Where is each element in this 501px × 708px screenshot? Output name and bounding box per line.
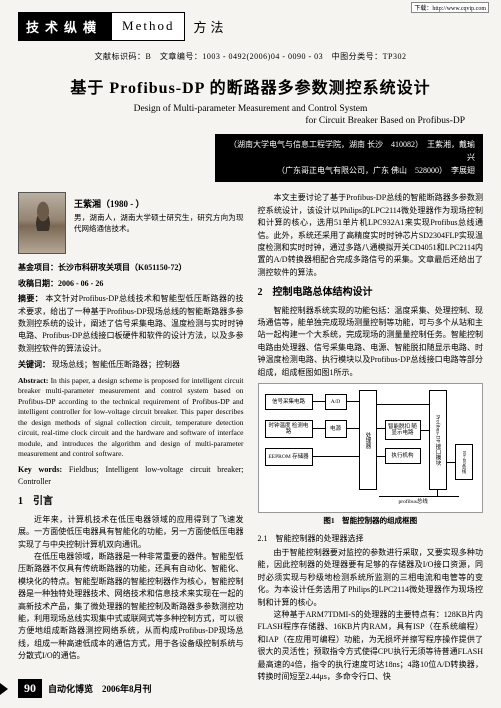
label-profibus-bus: profibus总线 — [399, 498, 428, 507]
author-bio-row: 王紫湘（1980 - ） 男，湖南人，湖南大学硕士研究生，研究方向为现代网络通信… — [18, 192, 244, 254]
kw-cn-label: 关键词： — [18, 360, 50, 369]
box-actuator: 执行机构 — [385, 448, 421, 464]
abs-en-label: Abstract: — [18, 376, 48, 385]
box-profibus-if: Profibus-DP 接口模块 — [429, 390, 447, 490]
box-signal: 信号采集电路 — [265, 394, 313, 410]
left-column: 王紫湘（1980 - ） 男，湖南人，湖南大学硕士研究生，研究方向为现代网络通信… — [18, 192, 244, 683]
right-column: 本文主要讨论了基于Profibus-DP总线的智能断路器多参数测控系统设计，该设… — [258, 192, 484, 683]
band-white: Method — [112, 12, 185, 41]
kw-en-label: Key words: — [18, 465, 62, 474]
box-eeprom: EEPROM 存储器 — [265, 448, 313, 466]
band-black: 技术纵横 — [18, 12, 112, 41]
author-portrait — [18, 192, 66, 254]
right-p2: 智能控制器系统实现的功能包括：温度采集、处理控制、现场通信等，能单独完成现场测量… — [258, 305, 484, 379]
band-plain: 方法 — [185, 12, 235, 41]
section-2-title: 2 控制电路总体结构设计 — [258, 285, 484, 301]
sec1-num: 1 — [18, 496, 23, 507]
affil-line-1: （湖南大学电气与信息工程学院，湖南 长沙 410082） 王紫湘，戴瑜兴 — [223, 139, 475, 165]
box-trip-display: 智能脱扣 随显示电路 — [385, 420, 421, 440]
section-1-title: 1 引言 — [18, 494, 244, 510]
two-column-body: 王紫湘（1980 - ） 男，湖南人，湖南大学硕士研究生，研究方向为现代网络通信… — [18, 192, 483, 683]
title-cn: 基于 Profibus-DP 的断路器多参数测控系统设计 — [18, 74, 483, 98]
sec2-num: 2 — [258, 287, 263, 298]
figure-1-caption: 图1 智能控制器的组成框图 — [258, 515, 484, 527]
abs-en-text: In this paper, a design scheme is propos… — [18, 376, 244, 459]
box-clock-temp: 时钟温度 检测电路 — [265, 420, 313, 438]
keywords-en: Key words: Fieldbus; Intelligent low-vol… — [18, 464, 244, 489]
right-p3: 由于智能控制器要对监控的参数进行采取，又要实现多种功能，因此控制器的处理器要有足… — [258, 547, 484, 609]
subsection-2-1: 2.1 智能控制器的处理器选择 — [258, 533, 484, 545]
box-cpu: 处理器 — [359, 390, 377, 490]
fund-line: 基金项目：长沙市科研攻关项目（K051150-72） — [18, 262, 244, 274]
affil-line-2: （广东哥正电气有限公司，广东 佛山 528000） 李展翅 — [223, 165, 475, 178]
title-en-1: Design of Multi-parameter Measurement an… — [18, 104, 483, 114]
recv-text: 收稿日期：2006 - 06 - 26 — [18, 279, 103, 288]
right-p4: 这种基于ARM7TDMI-S的处理器的主要特点有：128KB片内FLASH程序存… — [258, 609, 484, 683]
top-url: 下载：http://www.cqvip.com — [411, 2, 489, 13]
sec2-title: 控制电路总体结构设计 — [273, 287, 373, 298]
title-en-2: for Circuit Breaker Based on Profibus-DP — [18, 116, 483, 126]
figure-1-diagram: 信号采集电路 A/D 处理器 Profibus-DP 接口模块 时钟温度 检测电… — [258, 383, 484, 513]
fund-text: 基金项目：长沙市科研攻关项目（K051150-72） — [18, 263, 186, 272]
page-number: 90 — [18, 679, 42, 698]
bio-text: 男，湖南人，湖南大学硕士研究生，研究方向为现代网络通信技术。 — [74, 212, 244, 235]
box-power: 电源 — [325, 420, 347, 438]
intro-p2: 在低压电器领域，断路器是一种非常重要的器件。智能型低压断路器不仅具有传统断路器的… — [18, 551, 244, 663]
footer-text: 自动化博览 2006年8月刊 — [48, 682, 152, 695]
footer-triangle-icon — [0, 683, 8, 695]
sec1-title: 引言 — [33, 496, 53, 507]
box-rs485: RS-485总线 — [455, 444, 473, 480]
abs-cn-text: 本文针对Profibus-DP总线技术和智能型低压断路器的技术要求，给出了一种基… — [18, 294, 244, 353]
intro-p1: 近年来，计算机技术在低压电器领域的应用得到了飞速发展。一方面使低压电器具有智能化… — [18, 514, 244, 551]
recv-line: 收稿日期：2006 - 06 - 26 — [18, 278, 244, 290]
author-affiliation: （湖南大学电气与信息工程学院，湖南 长沙 410082） 王紫湘，戴瑜兴 （广东… — [215, 134, 483, 182]
box-ad: A/D — [325, 394, 347, 410]
keywords-cn: 关键词： 现场总线；智能低压断路器；控制器 — [18, 359, 244, 371]
abstract-en: Abstract: In this paper, a design scheme… — [18, 376, 244, 460]
bio-name: 王紫湘（1980 - ） — [74, 198, 244, 212]
document-ids: 文献标识码：B 文章编号：1003 - 0492(2006)04 - 0090 … — [18, 51, 483, 62]
right-p1: 本文主要讨论了基于Profibus-DP总线的智能断路器多参数测控系统设计，该设… — [258, 192, 484, 279]
header-band: 技术纵横 Method 方法 — [18, 12, 483, 41]
kw-cn-text: 现场总线；智能低压断路器；控制器 — [52, 360, 180, 369]
abs-cn-label: 摘要： — [18, 294, 43, 303]
abstract-cn: 摘要： 本文针对Profibus-DP总线技术和智能型低压断路器的技术要求，给出… — [18, 293, 244, 355]
page-footer: 90 自动化博览 2006年8月刊 — [0, 679, 152, 698]
author-bio: 王紫湘（1980 - ） 男，湖南人，湖南大学硕士研究生，研究方向为现代网络通信… — [74, 192, 244, 254]
